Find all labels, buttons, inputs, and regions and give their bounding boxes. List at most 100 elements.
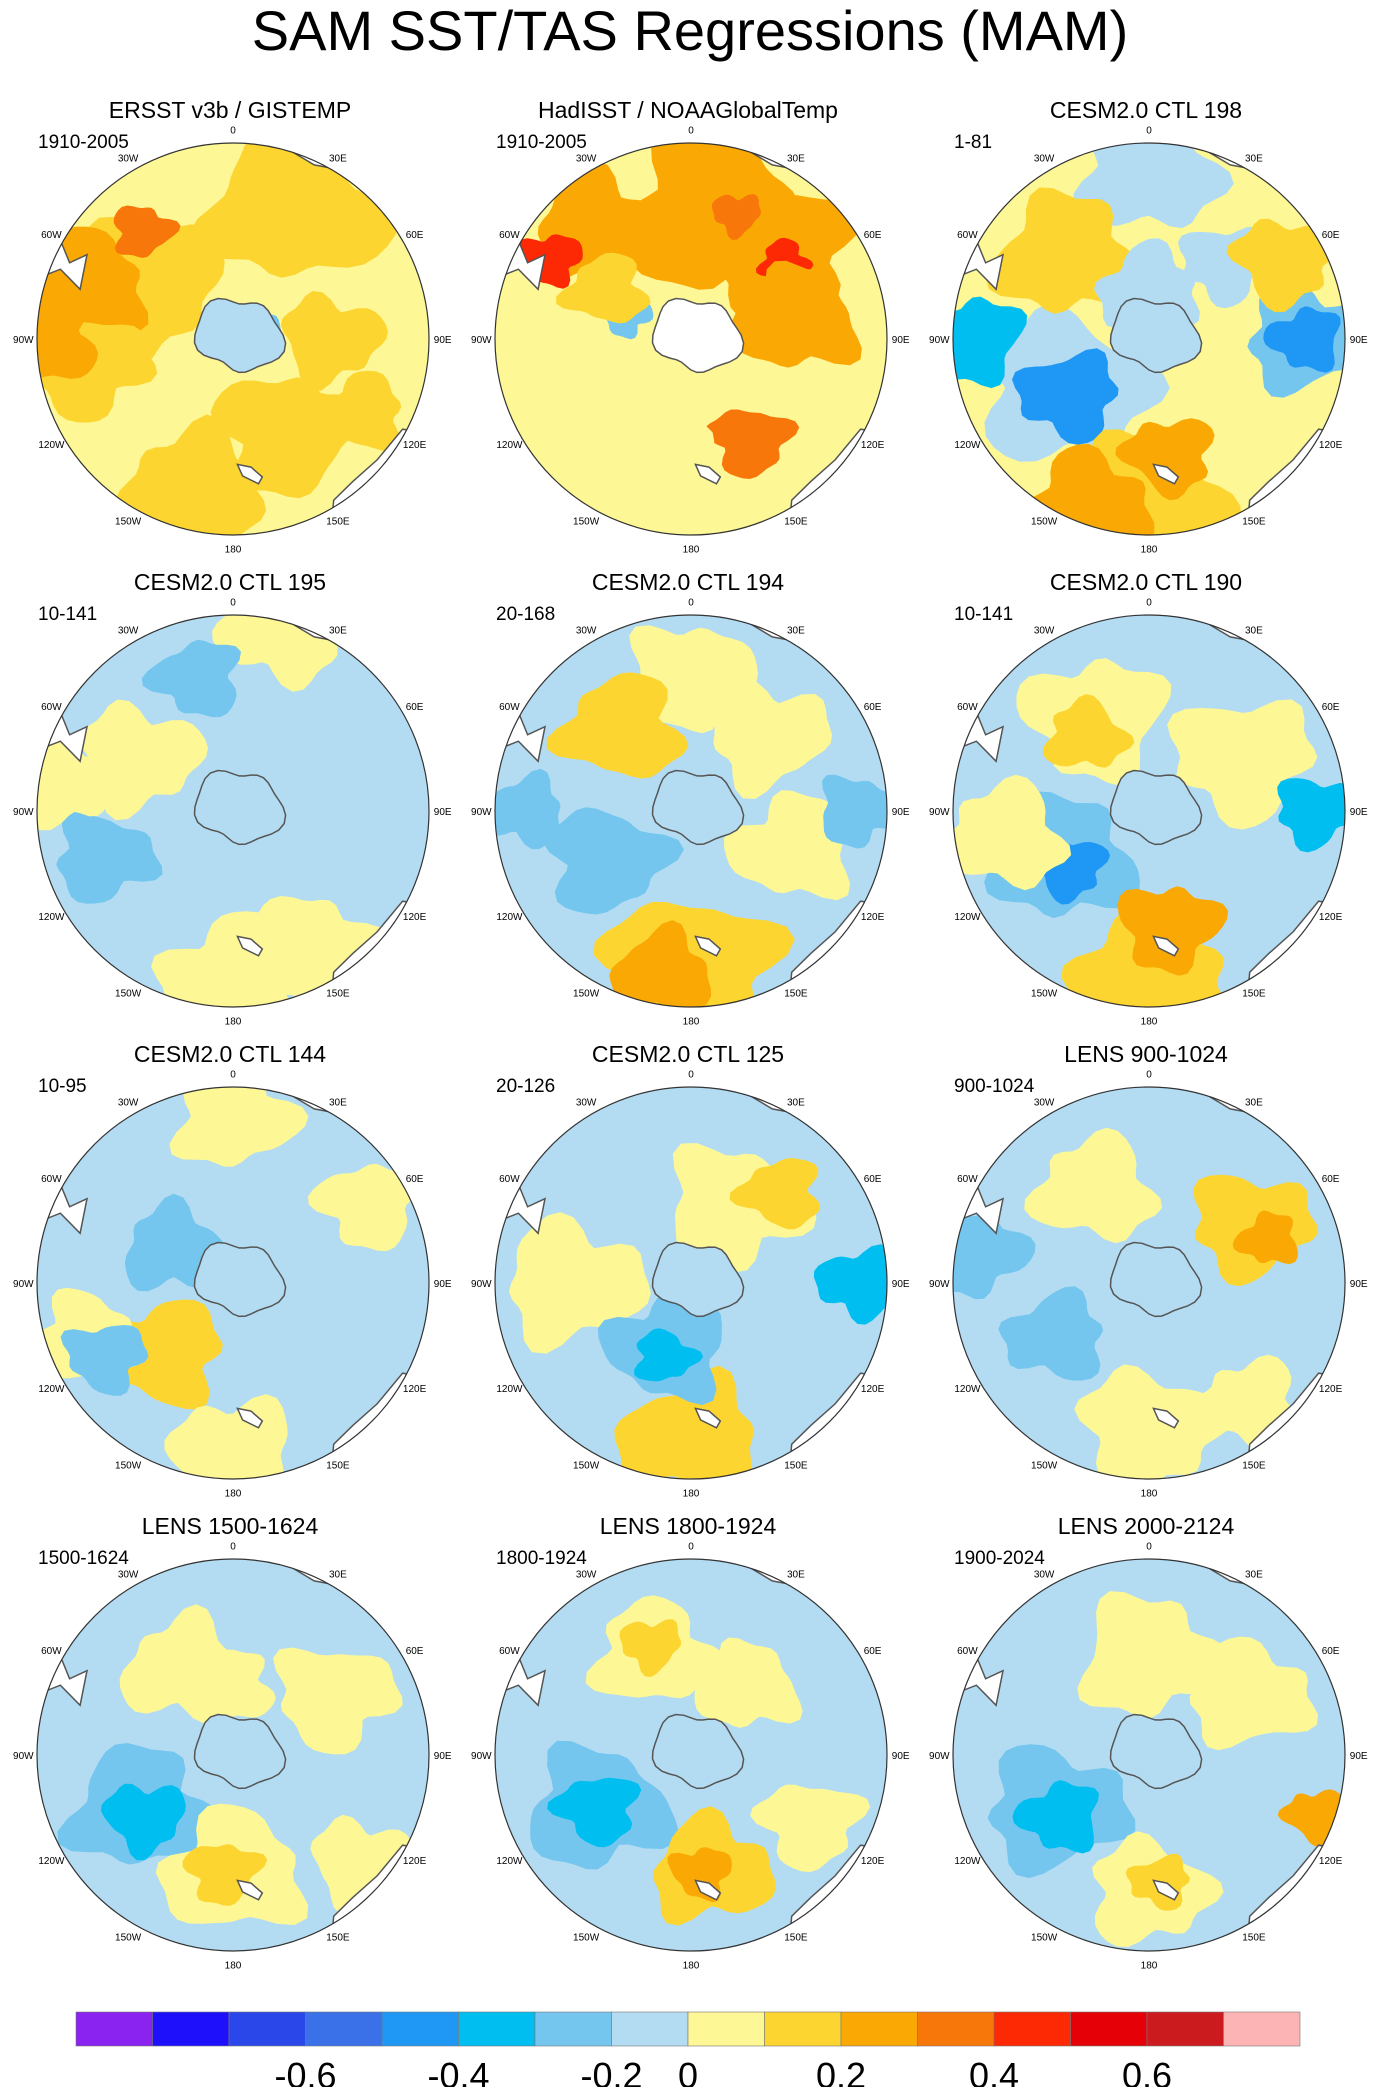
anomaly-region — [56, 811, 163, 904]
longitude-label: 120E — [1319, 1856, 1343, 1867]
longitude-label: 90E — [434, 335, 452, 346]
longitude-label: 120E — [403, 440, 427, 451]
longitude-label: 60E — [864, 230, 882, 241]
longitude-label: 150W — [573, 1461, 600, 1472]
polar-map: 0 30E 60E 90E 120E 150E 180 150W 120W 90W 60W 30W — [929, 597, 1368, 1027]
colorbar-swatch — [228, 2011, 306, 2047]
longitude-label: 180 — [683, 1961, 700, 1972]
longitude-label: 0 — [230, 125, 236, 136]
longitude-label: 180 — [683, 1489, 700, 1500]
longitude-label: 120W — [496, 912, 523, 923]
map-panel: CESM2.0 CTL 144 0 30E 60E 90E 120E 150E 180 150W… — [0, 1040, 460, 1510]
longitude-label: 30W — [1034, 153, 1055, 164]
longitude-label: 90W — [929, 1279, 950, 1290]
map-panel: LENS 900-1024 0 30E 60E 90E 120E 150E 180 150W 12… — [916, 1040, 1376, 1510]
longitude-label: 90W — [13, 1279, 34, 1290]
anomaly-region — [151, 911, 299, 1007]
period-label: 10-141 — [954, 604, 1014, 625]
longitude-label: 30E — [787, 1569, 805, 1580]
colorbar-label: 0 — [678, 2055, 698, 2087]
anomaly-region — [495, 768, 561, 850]
map-panel: HadISST / NOAAGlobalTemp 0 30E 60E 90E 120E 15… — [458, 96, 918, 566]
longitude-label: 180 — [1141, 1489, 1158, 1500]
longitude-label: 150E — [784, 1933, 808, 1944]
colorbar-label: -0.6 — [274, 2055, 336, 2087]
new-zealand-land — [236, 935, 264, 957]
anomaly-region — [1077, 1591, 1232, 1720]
longitude-label: 90W — [13, 335, 34, 346]
longitude-label: 0 — [230, 1069, 236, 1080]
anomaly-region — [37, 293, 99, 379]
longitude-label: 90E — [1350, 1751, 1368, 1762]
longitude-label: 0 — [230, 1541, 236, 1552]
longitude-label: 60W — [41, 230, 62, 241]
colorbar-swatch — [687, 2011, 765, 2047]
longitude-label: 120W — [38, 1856, 65, 1867]
colorbar-swatch — [305, 2011, 383, 2047]
panel-title: CESM2.0 CTL 125 — [591, 1041, 785, 1067]
anomaly-region — [998, 1286, 1104, 1381]
longitude-label: 30E — [1245, 1569, 1263, 1580]
panel-title: LENS 2000-2124 — [1057, 1513, 1235, 1539]
anomaly-region — [732, 260, 862, 368]
longitude-label: 60W — [499, 702, 520, 713]
longitude-label: 0 — [688, 1541, 694, 1552]
longitude-label: 90W — [471, 335, 492, 346]
anomaly-region — [703, 409, 800, 479]
longitude-label: 150E — [326, 1461, 350, 1472]
period-label: 900-1024 — [954, 1076, 1035, 1097]
longitude-label: 150E — [326, 517, 350, 528]
longitude-label: 60E — [406, 230, 424, 241]
map-panel: LENS 1800-1924 0 30E 60E 90E 120E 150E 180 150W 1… — [458, 1512, 918, 1982]
period-label: 1-81 — [954, 132, 993, 153]
longitude-label: 150W — [573, 989, 600, 1000]
colorbar-swatch — [75, 2011, 153, 2047]
colorbar-label: 0.6 — [1122, 2055, 1172, 2087]
anomaly-region — [1115, 418, 1215, 501]
longitude-label: 60E — [1322, 230, 1340, 241]
longitude-label: 150E — [1242, 1461, 1266, 1472]
longitude-label: 150W — [115, 1933, 142, 1944]
longitude-label: 30W — [576, 1569, 597, 1580]
longitude-label: 60W — [957, 702, 978, 713]
colorbar-swatch — [458, 2011, 536, 2047]
anomaly-region — [182, 1844, 268, 1906]
longitude-label: 90W — [471, 807, 492, 818]
panel-title: LENS 900-1024 — [1064, 1041, 1228, 1067]
longitude-label: 120E — [1319, 1384, 1343, 1395]
polar-map: 0 30E 60E 90E 120E 150E 180 150W 120W 90W 60W 30W — [13, 1541, 452, 1971]
period-label: 10-141 — [38, 604, 98, 625]
period-label: 10-95 — [38, 1076, 87, 1097]
colorbar-swatch — [534, 2011, 612, 2047]
new-zealand-land — [1152, 935, 1180, 957]
antarctica — [193, 769, 287, 846]
longitude-label: 90E — [892, 1751, 910, 1762]
map-outline — [494, 614, 888, 1008]
anomaly-region — [37, 729, 128, 831]
anomaly-region — [1277, 778, 1345, 853]
new-zealand-land — [694, 463, 722, 485]
longitude-label: 60W — [41, 1646, 62, 1657]
new-zealand-land — [694, 1407, 722, 1429]
longitude-label: 0 — [1146, 1069, 1152, 1080]
longitude-label: 30W — [576, 153, 597, 164]
map-panel: ERSST v3b / GISTEMP 0 30E 60E 90E 120E 150E 180… — [0, 96, 460, 566]
anomaly-region — [183, 1649, 276, 1718]
new-zealand-land — [1152, 1879, 1180, 1901]
anomaly-region — [1012, 1780, 1099, 1854]
new-zealand-land — [1152, 1407, 1180, 1429]
longitude-label: 120W — [954, 1384, 981, 1395]
anomaly-region — [822, 774, 887, 849]
anomaly-region — [1012, 348, 1119, 445]
polar-map: 0 30E 60E 90E 120E 150E 180 150W 120W 90W 60W 30W — [929, 1069, 1368, 1500]
panel-title: CESM2.0 CTL 190 — [1049, 569, 1243, 595]
anomaly-region — [308, 370, 402, 452]
anomaly-region — [1074, 1364, 1235, 1479]
longitude-label: 150W — [115, 517, 142, 528]
longitude-label: 30W — [118, 625, 139, 636]
longitude-label: 90E — [892, 807, 910, 818]
longitude-label: 120E — [1319, 440, 1343, 451]
anomaly-region — [1024, 1127, 1162, 1244]
period-label: 1910-2005 — [496, 132, 587, 153]
anomaly-region — [1073, 143, 1234, 229]
